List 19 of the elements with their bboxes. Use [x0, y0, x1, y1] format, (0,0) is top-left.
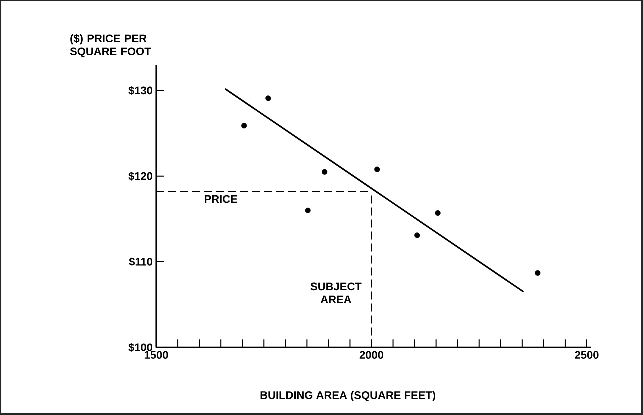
point	[414, 232, 420, 238]
point	[435, 210, 441, 216]
point	[305, 208, 311, 214]
ref-line-label: PRICE	[205, 195, 238, 204]
y-tick-label: $120	[128, 172, 153, 181]
point	[242, 123, 248, 129]
point	[535, 270, 541, 276]
ref-line-label: SUBJECT AREA	[310, 282, 362, 304]
y-tick-label: $100	[128, 343, 153, 352]
x-tick-label: 1500	[144, 351, 168, 360]
y-tick-label: $130	[128, 86, 153, 96]
y-tick-label: $110	[129, 258, 153, 267]
point	[266, 96, 272, 102]
point	[322, 169, 328, 175]
x-tick-label: 2500	[575, 351, 599, 360]
x-axis-title: BUILDING AREA (SQUARE FEET)	[260, 391, 436, 402]
point	[374, 166, 380, 172]
x-tick-label: 2000	[360, 351, 384, 360]
y-axis-title: ($) PRICE PER SQUARE FOOT	[70, 34, 152, 58]
